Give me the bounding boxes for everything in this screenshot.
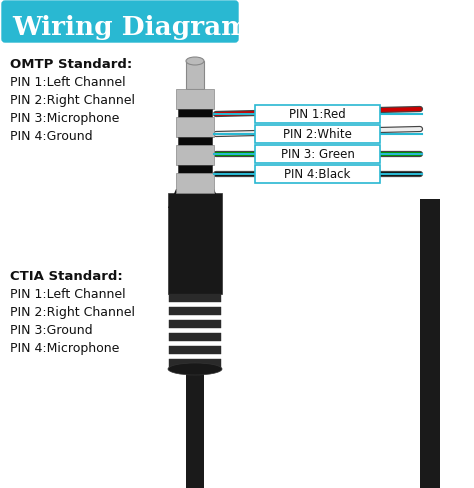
Polygon shape <box>176 174 214 194</box>
Polygon shape <box>420 200 440 488</box>
Polygon shape <box>168 190 222 208</box>
Polygon shape <box>178 110 212 118</box>
FancyBboxPatch shape <box>255 165 380 183</box>
FancyBboxPatch shape <box>255 106 380 124</box>
Polygon shape <box>186 371 204 488</box>
Polygon shape <box>178 165 212 174</box>
Polygon shape <box>186 62 204 90</box>
Text: PIN 2:White: PIN 2:White <box>283 128 352 141</box>
Polygon shape <box>169 294 221 303</box>
Text: PIN 4:Ground: PIN 4:Ground <box>10 130 92 142</box>
Polygon shape <box>169 307 221 315</box>
FancyBboxPatch shape <box>2 2 238 43</box>
Text: CTIA Standard:: CTIA Standard: <box>10 269 123 283</box>
FancyBboxPatch shape <box>255 146 380 163</box>
Text: PIN 3:Microphone: PIN 3:Microphone <box>10 112 119 125</box>
Polygon shape <box>169 346 221 354</box>
Ellipse shape <box>186 58 204 66</box>
Text: PIN 3: Green: PIN 3: Green <box>281 148 355 161</box>
Polygon shape <box>169 333 221 341</box>
Polygon shape <box>169 320 221 328</box>
Text: PIN 2:Right Channel: PIN 2:Right Channel <box>10 94 135 107</box>
Ellipse shape <box>168 363 222 375</box>
Polygon shape <box>176 90 214 110</box>
Polygon shape <box>176 146 214 165</box>
Text: PIN 1:Left Channel: PIN 1:Left Channel <box>10 76 126 89</box>
Text: PIN 3:Ground: PIN 3:Ground <box>10 324 92 336</box>
FancyBboxPatch shape <box>255 126 380 143</box>
Polygon shape <box>169 359 221 367</box>
Polygon shape <box>176 118 214 138</box>
Text: Wiring Diagram: Wiring Diagram <box>12 16 249 41</box>
Polygon shape <box>168 194 222 294</box>
Text: PIN 1:Left Channel: PIN 1:Left Channel <box>10 287 126 301</box>
Text: PIN 4:Microphone: PIN 4:Microphone <box>10 341 119 354</box>
Text: OMTP Standard:: OMTP Standard: <box>10 58 132 71</box>
Polygon shape <box>178 138 212 146</box>
Text: PIN 4:Black: PIN 4:Black <box>284 168 351 181</box>
Text: PIN 1:Red: PIN 1:Red <box>289 108 346 121</box>
Text: PIN 2:Right Channel: PIN 2:Right Channel <box>10 305 135 318</box>
